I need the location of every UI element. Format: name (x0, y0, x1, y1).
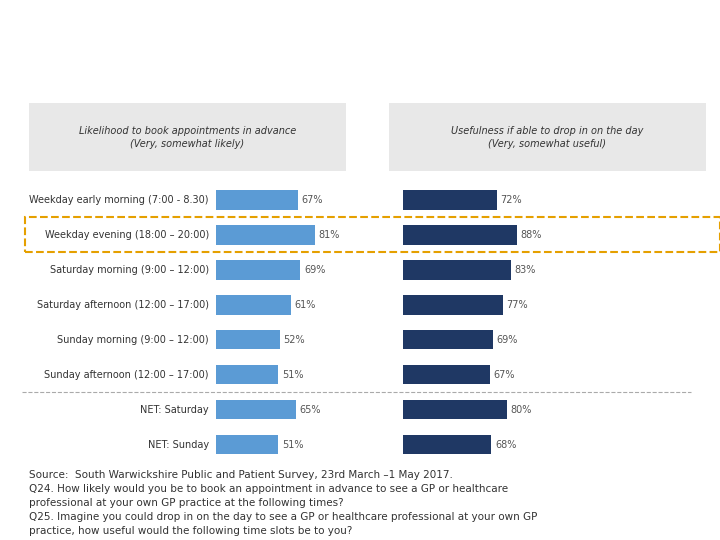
Bar (403, 260, 510, 280)
Bar (389, 103, 706, 171)
Text: NET: Saturday: NET: Saturday (140, 405, 209, 415)
Bar (403, 435, 491, 454)
Bar (403, 225, 517, 245)
Bar (403, 191, 497, 210)
Text: Weekday early morning (7:00 - 8.30): Weekday early morning (7:00 - 8.30) (30, 195, 209, 205)
Bar (216, 400, 296, 420)
Text: Extended Access Preferences: Extended Access Preferences (13, 49, 381, 72)
Text: NET: Sunday: NET: Sunday (148, 440, 209, 450)
Text: 69%: 69% (304, 265, 325, 275)
Text: 51%: 51% (282, 370, 304, 380)
Text: 51%: 51% (282, 440, 304, 450)
Text: 68%: 68% (495, 440, 516, 450)
Text: Weekday evening (18:00 – 20:00): Weekday evening (18:00 – 20:00) (45, 230, 209, 240)
Bar (216, 191, 298, 210)
Text: 52%: 52% (283, 335, 305, 345)
Text: Sunday morning (9:00 – 12:00): Sunday morning (9:00 – 12:00) (57, 335, 209, 345)
Text: Saturday afternoon (12:00 – 17:00): Saturday afternoon (12:00 – 17:00) (37, 300, 209, 310)
Text: 69%: 69% (496, 335, 518, 345)
Text: Sunday afternoon (12:00 – 17:00): Sunday afternoon (12:00 – 17:00) (45, 370, 209, 380)
Bar (216, 295, 291, 314)
Text: 80%: 80% (510, 405, 532, 415)
Text: 65%: 65% (300, 405, 320, 415)
Bar (216, 330, 279, 349)
Text: 72%: 72% (500, 195, 522, 205)
Text: Likelihood to book appointments in advance
(Very, somewhat likely): Likelihood to book appointments in advan… (78, 126, 296, 148)
Bar (25, 218, 720, 252)
Text: Source:  South Warwickshire Public and Patient Survey, 23rd March –1 May 2017.
Q: Source: South Warwickshire Public and Pa… (29, 470, 537, 540)
Text: 77%: 77% (507, 300, 528, 310)
Bar (216, 365, 279, 384)
Text: 83%: 83% (514, 265, 536, 275)
Bar (216, 225, 315, 245)
Text: Usefulness if able to drop in on the day
(Very, somewhat useful): Usefulness if able to drop in on the day… (451, 126, 644, 148)
Text: 61%: 61% (294, 300, 315, 310)
Bar (216, 435, 279, 454)
Bar (403, 365, 490, 384)
Text: 81%: 81% (319, 230, 340, 240)
Text: 67%: 67% (494, 370, 515, 380)
Text: 88%: 88% (521, 230, 542, 240)
Bar (216, 260, 300, 280)
Bar (403, 400, 507, 420)
Bar (29, 103, 346, 171)
Text: Saturday morning (9:00 – 12:00): Saturday morning (9:00 – 12:00) (50, 265, 209, 275)
Bar (403, 330, 492, 349)
Bar (403, 295, 503, 314)
Text: Local Primary Care Survey: Local Primary Care Survey (13, 22, 179, 35)
Text: 67%: 67% (302, 195, 323, 205)
